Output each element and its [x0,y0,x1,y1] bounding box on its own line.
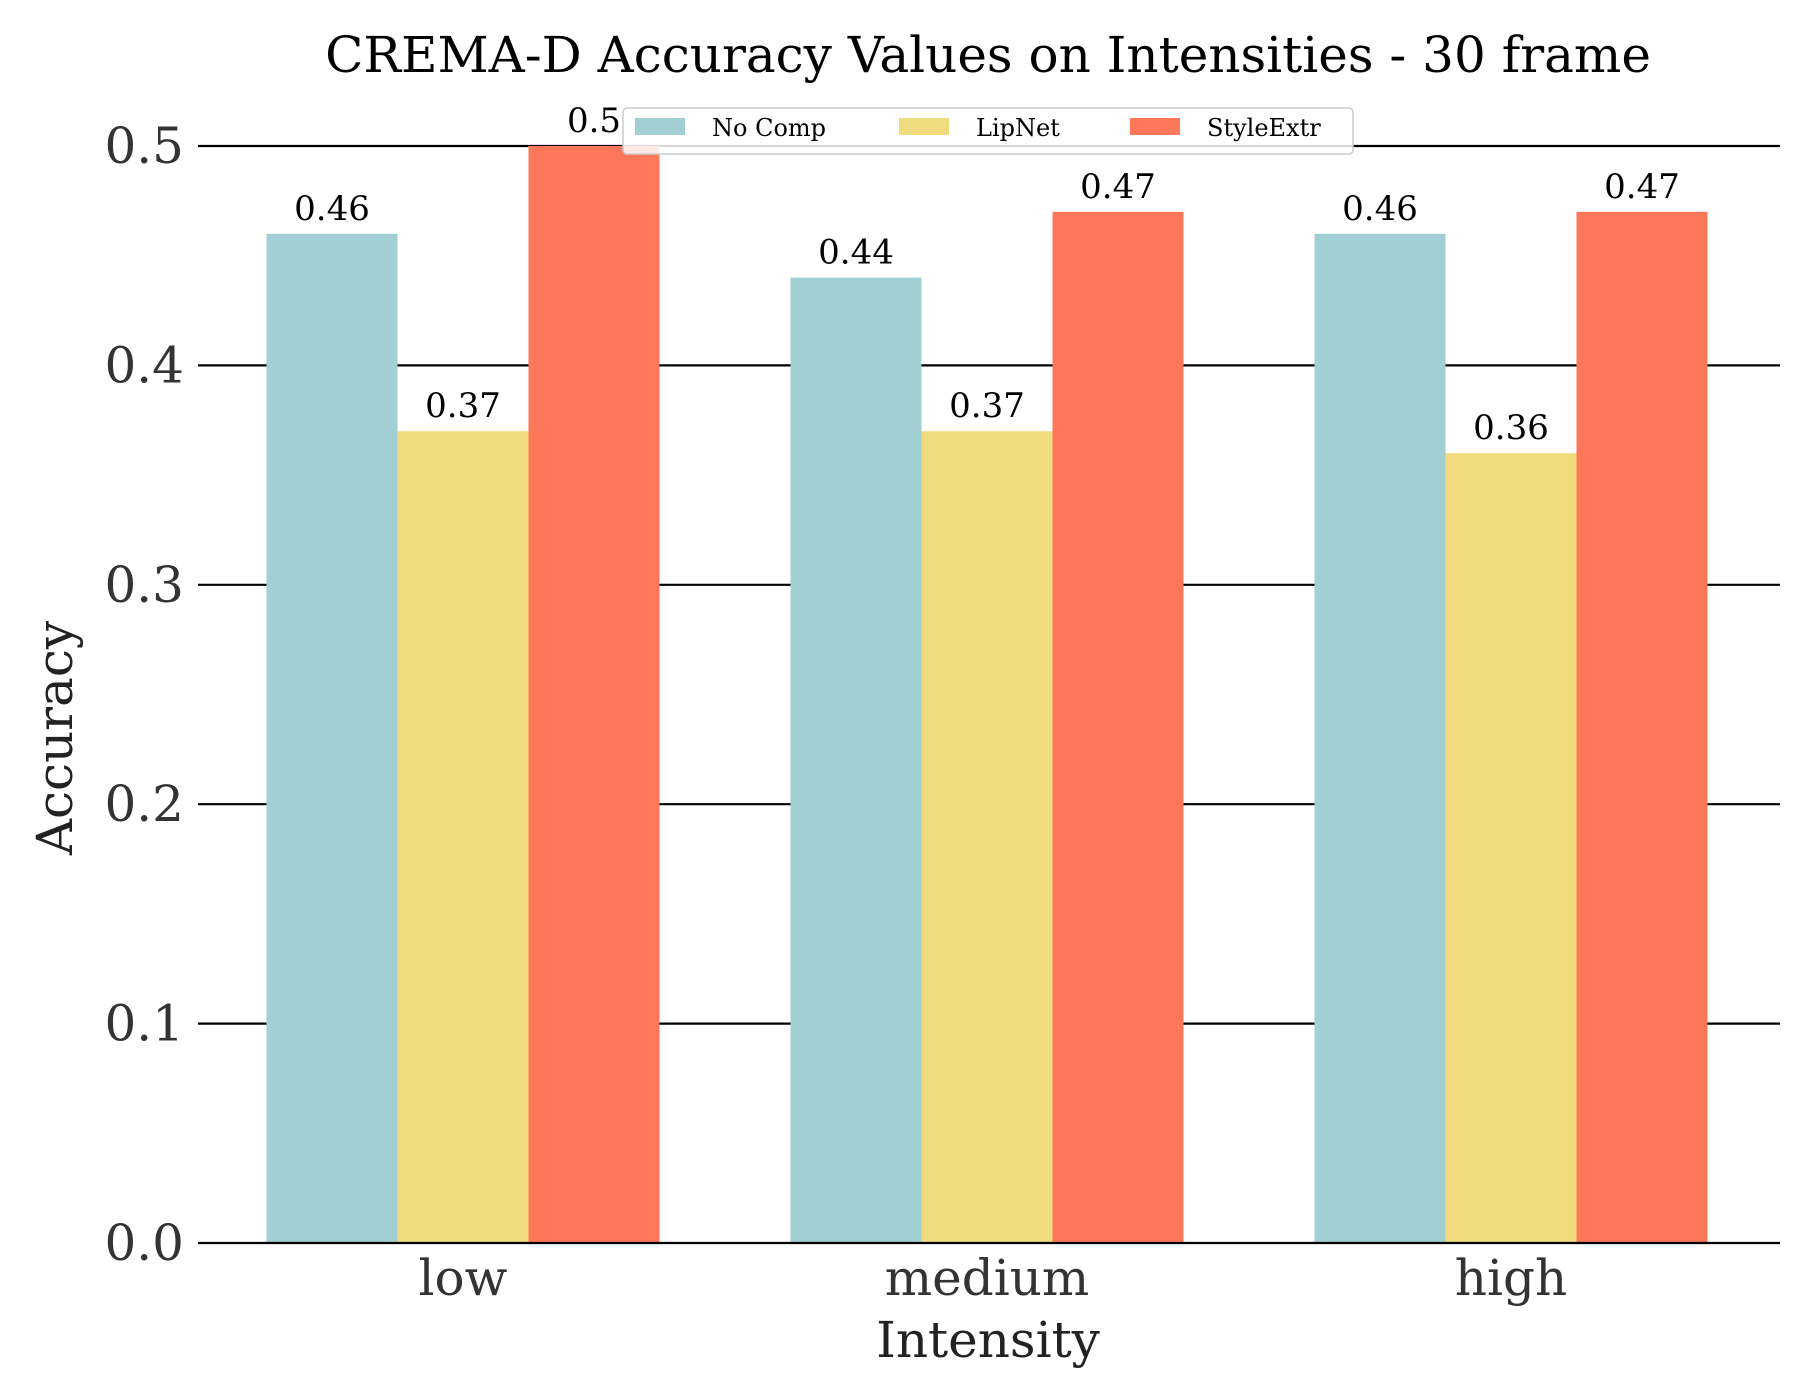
data-label: 0.47 [1604,167,1680,207]
legend: No Comp LipNet StyleExtr [622,107,1354,155]
data-label: 0.36 [1473,408,1549,448]
data-label: 0.5 [567,101,621,141]
x-tick-label: medium [885,1249,1090,1307]
bar [921,431,1053,1244]
data-label: 0.37 [425,386,501,426]
bar [528,146,660,1243]
y-tick-label: 0.3 [104,556,184,614]
data-label: 0.37 [949,386,1025,426]
bar [1314,233,1446,1243]
bar [1445,453,1577,1243]
bar [397,431,529,1244]
legend-label: No Comp [712,114,826,142]
x-tick-labels: low medium high [419,1249,1568,1307]
legend-label: StyleExtr [1207,114,1321,142]
data-label: 0.44 [818,233,894,273]
legend-label: LipNet [976,114,1060,142]
bars [266,146,1708,1244]
y-tick-label: 0.2 [104,775,184,833]
data-labels: 0.46 0.44 0.46 0.37 0.37 0.36 0.5 0.47 0.47 [294,101,1680,448]
bar [790,277,922,1243]
y-tick-label: 0.1 [104,995,184,1053]
legend-swatch [635,118,685,135]
bar [1576,211,1708,1243]
legend-swatch [899,118,949,135]
bar [266,233,398,1243]
y-axis-label: Accuracy [26,620,84,856]
legend-swatch [1130,118,1180,135]
x-tick-label: low [419,1249,508,1307]
data-label: 0.47 [1080,167,1156,207]
bar [1052,211,1184,1243]
y-tick-label: 0.0 [104,1214,184,1272]
data-label: 0.46 [1342,189,1418,229]
y-tick-label: 0.4 [104,336,184,394]
chart-title: CREMA-D Accuracy Values on Intensities -… [325,26,1651,84]
x-tick-label: high [1455,1249,1567,1307]
y-tick-label: 0.5 [104,117,184,175]
x-axis-label: Intensity [876,1311,1101,1369]
data-label: 0.46 [294,189,370,229]
y-tick-labels: 0.0 0.1 0.2 0.3 0.4 0.5 [104,117,184,1272]
